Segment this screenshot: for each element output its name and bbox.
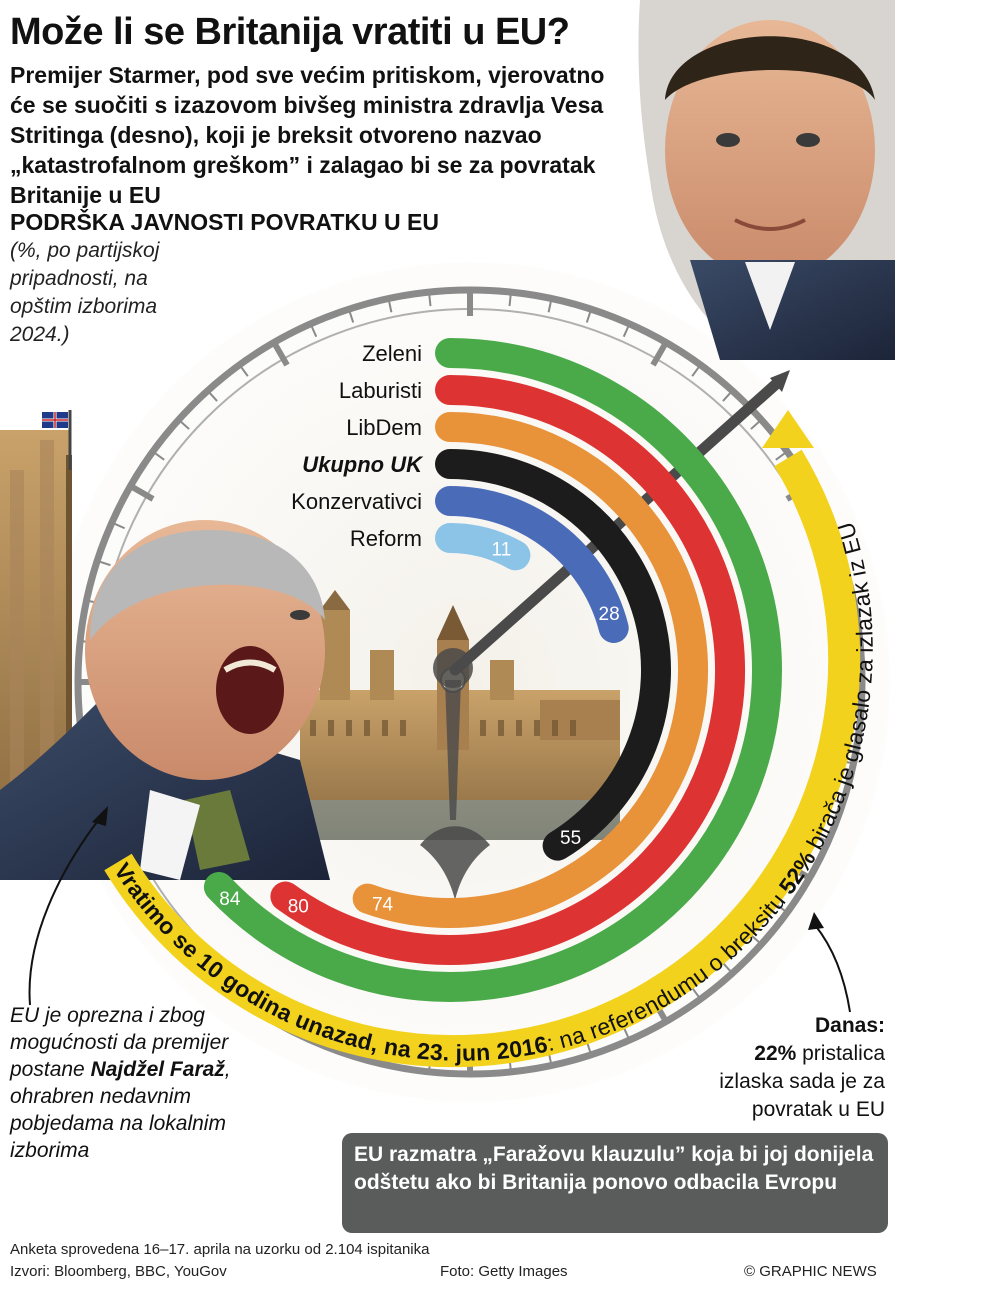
clock-tick	[271, 341, 290, 367]
ring-chart: Zeleni 84 Laburisti 80 LibDem 74 Ukupno UK 55 Ko…	[203, 338, 782, 1002]
clock-tick	[622, 1026, 631, 1041]
clock-tick	[428, 292, 432, 307]
chart-subhead: PODRŠKA JAVNOSTI POVRATKU U EU	[10, 209, 439, 235]
value-label: 28	[599, 604, 620, 625]
farage-pointer	[28, 817, 101, 1006]
clock-tick	[691, 364, 702, 377]
ring-bar-ukupno-uk	[435, 449, 671, 861]
clock-tick	[508, 292, 512, 307]
page-title: Može li se Britanija vratiti u EU?	[10, 11, 570, 53]
unit-note: (%, po partijskoj pripadnosti, na opštim…	[10, 239, 160, 346]
arrow-head	[762, 410, 814, 448]
annotation-arrows	[28, 806, 851, 1013]
farage-annotation-lead: EU je oprezna i zbog mogućnosti da premi…	[10, 1004, 229, 1081]
clock-tick	[722, 962, 734, 974]
today-annotation: Danas: 22% pristalica izlaska sada je za …	[700, 1012, 885, 1124]
clock-tick	[152, 450, 165, 461]
clock-tick	[387, 298, 393, 313]
clock-tick	[111, 521, 126, 530]
intro-text: Premijer Starmer, pod sve većim pritisko…	[10, 62, 605, 208]
clock-tick	[750, 934, 762, 946]
value-label: 55	[560, 828, 581, 849]
clock-tick	[547, 298, 553, 313]
clock-tick	[585, 308, 593, 323]
farage-name: Najdžel Farаž	[90, 1058, 225, 1081]
farage-annotation: EU je oprezna i zbog mogućnosti da premi…	[10, 1002, 240, 1164]
clock-tick	[178, 418, 190, 430]
value-label: 80	[288, 896, 309, 917]
clock-tick	[347, 308, 355, 323]
clause-box: EU razmatra „Faražovu klauzulu” koja bi …	[342, 1133, 888, 1233]
today-text: pristalica izlaska sada je za povratak u…	[719, 1042, 885, 1121]
category-label: Zeleni	[362, 341, 422, 366]
category-label: Konzervativci	[291, 489, 422, 514]
clock-tick	[750, 418, 762, 430]
farage-annotation-tail: , ohrabren nedavnim pobjedama na lokalni…	[10, 1058, 231, 1162]
footer-copyright: © GRAPHIC NEWS	[744, 1263, 877, 1280]
clock-tick	[775, 450, 788, 461]
category-label: Reform	[350, 526, 422, 551]
footer-sources: Izvori: Bloomberg, BBC, YouGov	[10, 1263, 227, 1280]
farage-photo	[0, 520, 330, 880]
clock-tick	[722, 390, 734, 402]
clock-tick	[238, 364, 249, 377]
streeting-photo	[638, 0, 895, 360]
clock-tick	[622, 323, 631, 338]
ring-bar-libdem	[352, 412, 708, 928]
category-label: Ukupno UK	[302, 452, 424, 477]
category-label: Laburisti	[339, 378, 422, 403]
footer-survey: Anketa sprovedena 16–17. aprila na uzork…	[10, 1241, 430, 1258]
clock-tick	[309, 323, 318, 338]
ring-bar-zeleni	[203, 338, 782, 1002]
today-pct: 22%	[754, 1042, 797, 1065]
category-label: LibDem	[346, 415, 422, 440]
ring-bar-laburisti	[270, 375, 745, 965]
value-label: 84	[219, 889, 241, 910]
ring-bar-konzervativci	[435, 486, 629, 643]
clock-tick	[775, 903, 788, 914]
today-title: Danas:	[814, 1014, 885, 1037]
value-label: 74	[372, 894, 394, 915]
value-label: 11	[492, 539, 512, 560]
clock-tick	[206, 390, 218, 402]
clock-tick	[691, 987, 702, 1000]
clock-tick	[129, 483, 155, 502]
clock-tick	[650, 341, 669, 367]
clock-tick	[96, 559, 111, 567]
today-pointer	[814, 924, 851, 1013]
footer-photo-credit: Foto: Getty Images	[440, 1263, 568, 1280]
ring-bar-reform	[435, 523, 531, 571]
